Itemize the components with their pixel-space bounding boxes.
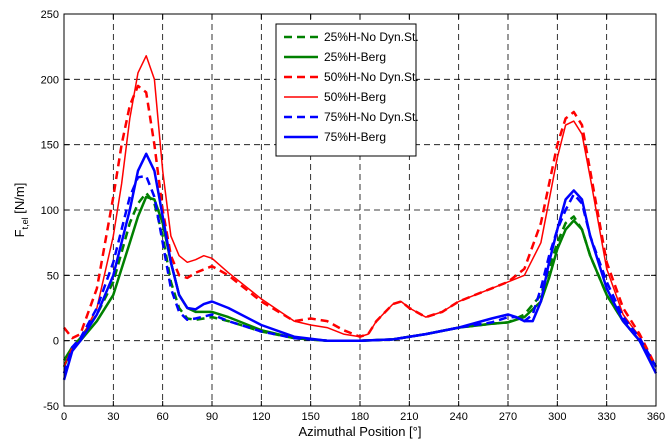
y-axis-label-sub: t,el [20,217,30,229]
x-tick-label: 90 [206,411,218,423]
y-tick-label: 150 [41,140,59,152]
y-tick-label: 100 [41,205,59,217]
y-axis-label-unit: [N/m] [12,183,27,218]
x-tick-label: 120 [252,411,270,423]
series-line-4 [63,55,657,368]
legend-label-1: 25%H-No Dyn.St. [324,30,419,44]
legend-label-5: 75%H-No Dyn.St. [324,110,419,124]
x-tick-label: 180 [351,411,369,423]
y-axis-label-main: F [12,229,27,237]
x-tick-label: 240 [449,411,467,423]
y-tick-label: 250 [41,9,59,21]
legend-label-4: 50%H-Berg [324,90,386,104]
x-tick-label: 270 [499,411,517,423]
x-tick-label: 360 [647,411,665,423]
legend-label-2: 25%H-Berg [324,50,386,64]
legend-label-6: 75%H-Berg [324,130,386,144]
x-tick-label: 300 [548,411,566,423]
y-tick-label: 0 [53,336,59,348]
y-axis-label: Ft,el [N/m] [12,183,30,238]
series-layer [62,55,658,381]
x-tick-label: 150 [301,411,319,423]
x-tick-label: 0 [61,411,67,423]
axis-ticks: 0 30 60 90 120 150 180 210 240 270 300 330 360-50050… [41,9,666,423]
legend: 25%H-No Dyn.St. 25%H-Berg 50%H-No Dyn.St. 5… [275,23,419,157]
series-line-6 [62,152,658,381]
x-tick-label: 60 [157,411,169,423]
y-tick-label: 200 [41,74,59,86]
y-tick-label: -50 [43,401,59,413]
legend-label-3: 50%H-No Dyn.St. [324,70,419,84]
x-axis-label: Azimuthal Position [°] [299,424,422,439]
x-tick-label: 30 [107,411,119,423]
legend-box [275,23,417,157]
x-tick-label: 330 [597,411,615,423]
series-line-3 [63,84,658,368]
x-tick-label: 210 [400,411,418,423]
y-tick-label: 50 [47,270,59,282]
